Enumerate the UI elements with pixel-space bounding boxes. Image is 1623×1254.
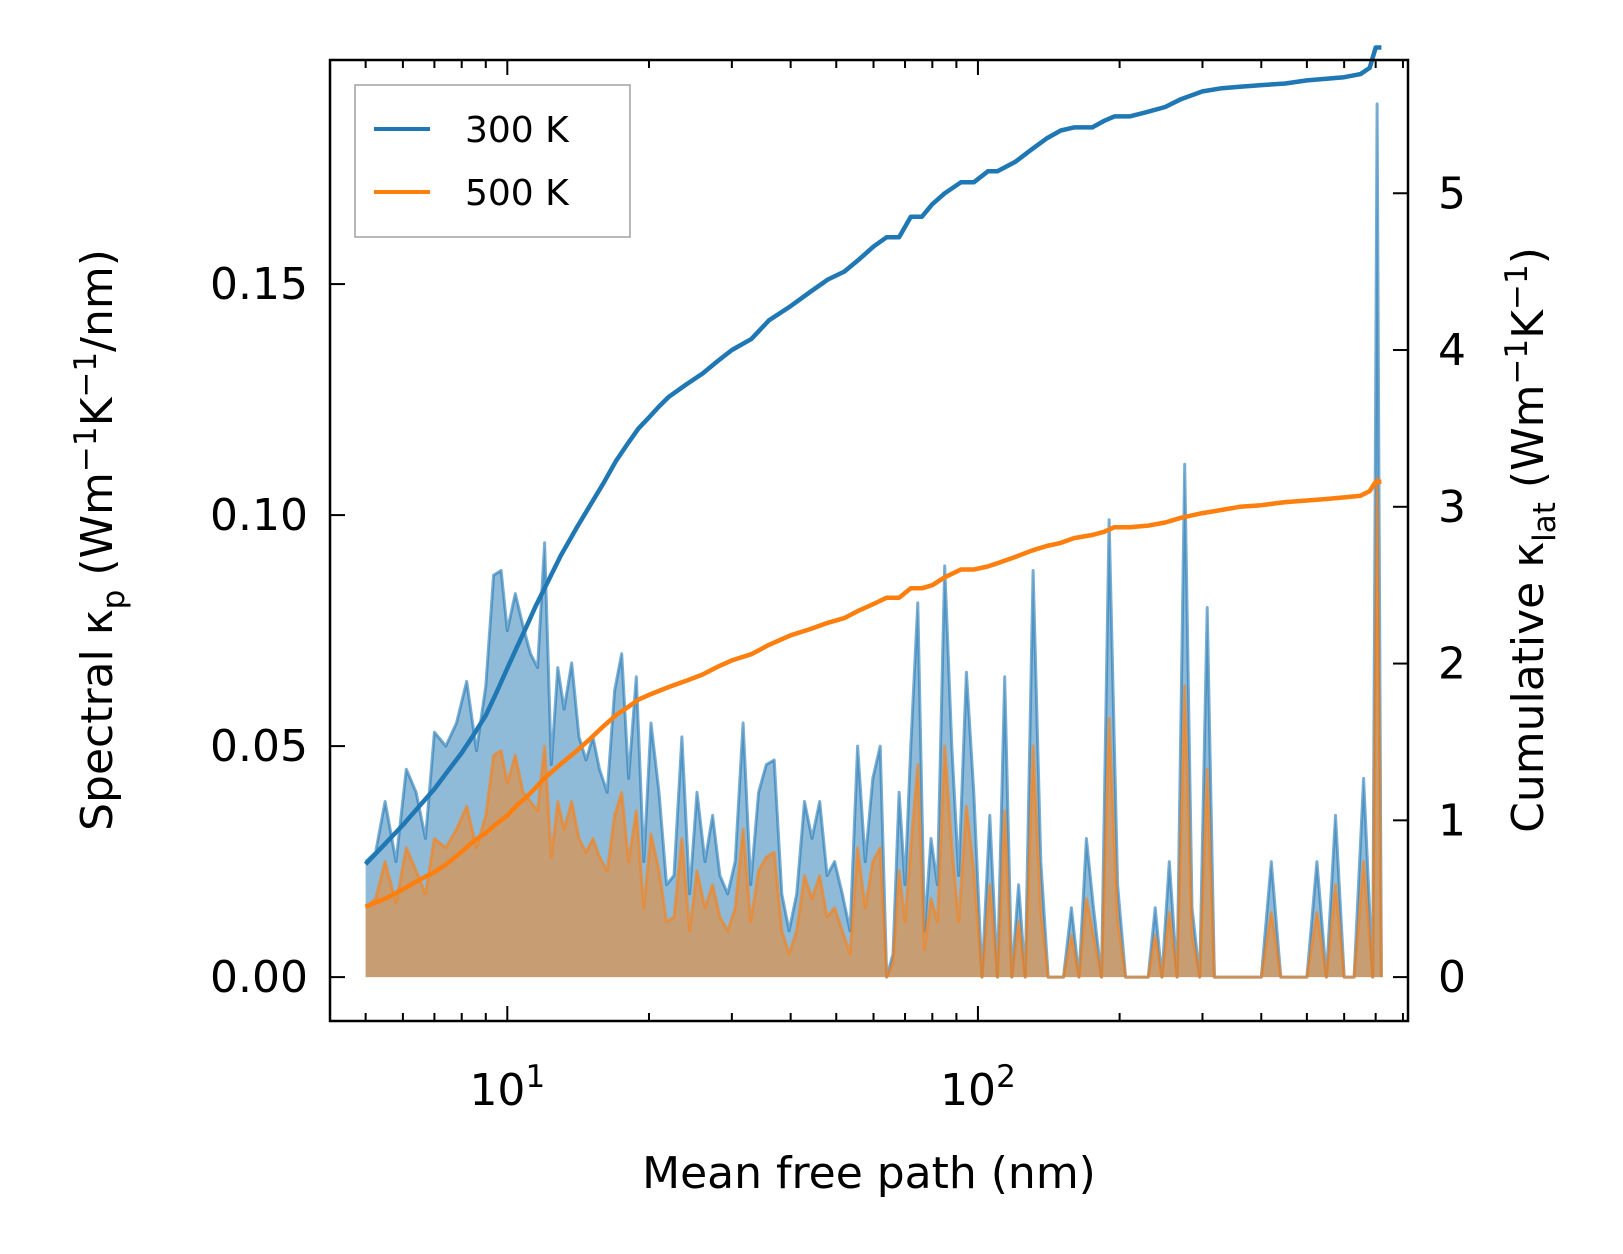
y-right-tick-label: 2 (1438, 639, 1466, 690)
spectral-line-500k (364, 476, 1383, 979)
y-left-tick-label: 0.05 (210, 721, 308, 772)
y-right-title-exp2: −1 (1499, 264, 1535, 310)
y-right-title-exp1: −1 (1499, 339, 1535, 385)
y-left-tick-label: 0.15 (210, 259, 308, 310)
x-tick-label: 101 (469, 1059, 545, 1116)
y-right-title-unit-suffix: ) (1503, 247, 1554, 264)
y-left-title-unit-mid: K (72, 396, 123, 426)
y-right-title-unit-prefix: (Wm (1503, 385, 1554, 503)
x-tick-label-base: 10 (469, 1065, 525, 1116)
spectral-area-300k (365, 103, 1382, 978)
y-left-title-unit-prefix: (Wm (72, 472, 123, 590)
y-right-title-main: Cumulative κ (1503, 542, 1554, 833)
y-right-tick-label: 0 (1438, 952, 1466, 1003)
legend-box (354, 84, 631, 238)
y-right-tick-label: 3 (1438, 482, 1466, 533)
y-right-tick-label: 4 (1438, 325, 1466, 376)
x-tick-label-base: 10 (940, 1065, 996, 1116)
y-right-axis-title: Cumulative κlat (Wm−1K−1) (1499, 247, 1563, 833)
x-axis-title: Mean free path (nm) (642, 1148, 1096, 1199)
y-left-title-main: Spectral κ (72, 609, 123, 831)
spectral-line-300k (364, 102, 1383, 979)
y-left-title-unit-suffix: /nm) (72, 249, 123, 352)
plot-frame (328, 58, 1410, 1023)
y-right-title-sub: lat (1527, 502, 1563, 542)
legend-label-300k: 300 K (465, 110, 570, 151)
cumulative-line-500k (364, 479, 1382, 909)
legend: 300 K 500 K (354, 84, 631, 238)
legend-label-500k: 500 K (465, 173, 570, 214)
y-left-tick-label: 0.00 (210, 952, 308, 1003)
x-tick-label: 102 (940, 1059, 1016, 1116)
y-left-title-exp2: −1 (68, 352, 104, 398)
y-right-title-unit-mid: K (1503, 309, 1554, 339)
y-left-tick-label: 0.10 (210, 490, 308, 541)
y-left-title-sub: p (96, 590, 132, 610)
series-layer (363, 45, 1383, 979)
x-tick-label-exp: 2 (996, 1059, 1016, 1095)
ticks-layer (330, 60, 1408, 1021)
spectral-area-500k (365, 478, 1382, 978)
y-right-tick-label: 1 (1438, 795, 1466, 846)
y-left-title-exp1: −1 (68, 426, 104, 472)
y-right-tick-label: 5 (1438, 168, 1466, 219)
x-tick-label-exp: 1 (525, 1059, 545, 1095)
cumulative-line-300k (363, 45, 1382, 866)
y-left-axis-title: Spectral κp (Wm−1K−1/nm) (68, 249, 132, 831)
